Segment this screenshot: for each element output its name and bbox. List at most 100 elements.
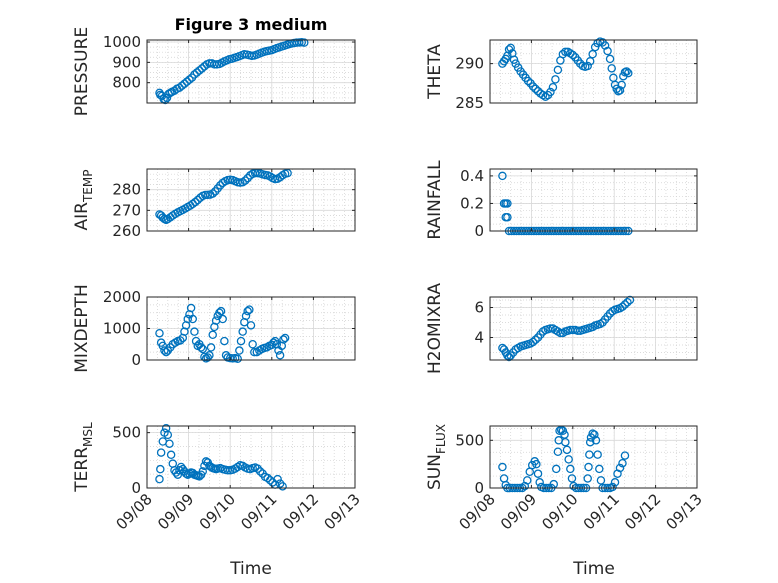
data-point [156, 448, 166, 457]
data-point [243, 306, 252, 316]
subplot-1: 800 900 1000 PRESSURE [72, 27, 356, 116]
plot-area [147, 40, 355, 103]
data-point [535, 478, 544, 487]
data-point [603, 46, 612, 56]
data-point [568, 50, 578, 60]
data-point [235, 346, 244, 355]
data-point [180, 79, 189, 88]
data-point [585, 437, 595, 447]
data-point [548, 83, 558, 92]
axes-box [146, 168, 356, 232]
y-axis-label: RAINFALL [425, 160, 445, 240]
data-point [218, 314, 227, 324]
y-tick-label: 800 [112, 74, 141, 92]
data-point [625, 295, 635, 305]
y-tick-label: 6 [474, 299, 484, 317]
axes-box [146, 425, 356, 489]
data-point [585, 450, 594, 459]
data-point [561, 437, 570, 447]
data-point [177, 81, 187, 90]
data-point [250, 347, 259, 357]
y-axis-label-main: THETA [425, 44, 445, 100]
data-point [185, 75, 194, 84]
data-point [546, 324, 555, 333]
data-point [205, 351, 214, 360]
y-tick-label: 0 [474, 222, 484, 240]
x-axis-label-right: Time [572, 559, 615, 579]
data-point [161, 347, 171, 357]
data-point [275, 479, 285, 488]
data-point [605, 54, 615, 64]
data-point [618, 458, 627, 468]
data-point [263, 473, 272, 483]
data-point [186, 303, 196, 313]
data-point [551, 75, 560, 84]
data-point [595, 464, 604, 474]
data-point [528, 337, 538, 347]
data-point [610, 478, 620, 487]
data-point [273, 474, 282, 484]
data-point [173, 470, 183, 479]
data-point [156, 464, 165, 474]
data-point [155, 474, 164, 484]
data-point [238, 327, 247, 336]
data-point [216, 306, 226, 316]
data-point [532, 459, 541, 469]
y-tick-label: 290 [455, 55, 484, 73]
data-point [564, 455, 573, 464]
data-point [208, 189, 217, 198]
data-point [195, 193, 205, 202]
y-tick-label: 900 [112, 53, 141, 71]
data-point [506, 43, 515, 53]
y-tick-label: 0 [474, 479, 484, 497]
data-point [248, 339, 257, 349]
y-axis-label: AIRTEMP [72, 170, 95, 231]
data-point [546, 87, 555, 97]
data-point [531, 84, 540, 94]
data-point [206, 343, 216, 352]
data-point [608, 482, 617, 492]
data-point [607, 64, 616, 73]
data-point [556, 328, 565, 338]
data-point [615, 463, 625, 473]
y-axis-label-main: MIXDEPTH [72, 284, 92, 373]
data-point [246, 321, 256, 330]
data-point [280, 333, 290, 343]
data-point [240, 176, 250, 185]
data-point [275, 351, 285, 360]
data-point [183, 314, 193, 324]
data-point [163, 430, 173, 440]
data-point [176, 336, 185, 345]
y-axis-label-main: TERR [72, 447, 92, 493]
figure-title: Figure 3 medium [175, 15, 328, 34]
y-tick-label: 280 [112, 181, 141, 199]
data-point [558, 426, 568, 436]
data-point [620, 300, 630, 309]
data-point [585, 57, 595, 66]
data-point [528, 82, 538, 91]
data-point [192, 68, 202, 77]
y-axis-label-main: RAINFALL [425, 160, 445, 240]
y-axis-label: THETA [425, 44, 445, 100]
y-axis-label-subscript: MSL [81, 422, 95, 447]
data-point [253, 464, 262, 473]
data-point [583, 474, 592, 483]
data-point [203, 353, 212, 362]
data-point [533, 469, 543, 478]
data-point [175, 83, 184, 93]
data-point [245, 305, 254, 314]
y-axis-label: TERRMSL [72, 422, 95, 493]
data-point [523, 476, 532, 485]
data-point [620, 451, 630, 460]
y-axis-label-main: PRESSURE [72, 27, 92, 116]
data-point [618, 302, 627, 311]
data-point [190, 70, 199, 79]
y-tick-label: 0.4 [460, 167, 484, 185]
y-axis-label-main: H2OMIXRA [425, 283, 445, 374]
y-axis-label-main: AIR [72, 202, 92, 231]
data-point [566, 464, 575, 474]
data-point [215, 181, 225, 190]
axes-box [146, 39, 356, 104]
data-point [243, 173, 252, 183]
y-tick-label: 270 [112, 201, 141, 219]
